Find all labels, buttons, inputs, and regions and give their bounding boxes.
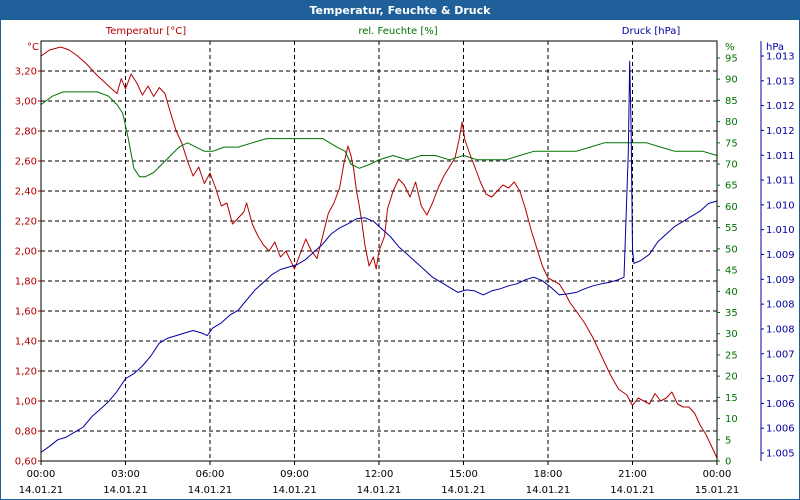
pressure-tick-label: 1.007 (766, 349, 795, 360)
pressure-tick-label: 1.006 (766, 399, 795, 410)
humidity-axis-title: rel. Feuchte [%] (358, 26, 437, 37)
pressure-tick-label: 1.006 (766, 424, 795, 435)
x-tick-date: 14.01.21 (272, 485, 317, 496)
temperature-tick-label: 3,00 (15, 97, 37, 108)
x-tick-time: 09:00 (280, 469, 309, 480)
pressure-tick-label: 1.013 (766, 52, 795, 63)
pressure-tick-label: 1.007 (766, 374, 795, 385)
pressure-unit: hPa (766, 42, 784, 53)
x-tick-time: 18:00 (534, 469, 563, 480)
pressure-tick-label: 1.005 (766, 449, 795, 460)
humidity-tick-label: 45 (725, 266, 738, 277)
temperature-unit: °C (27, 42, 39, 53)
humidity-tick-label: 80 (725, 117, 738, 128)
pressure-tick-label: 1.012 (766, 101, 795, 112)
humidity-unit: % (725, 42, 735, 53)
pressure-tick-label: 1.010 (766, 200, 795, 211)
x-tick-date: 14.01.21 (441, 485, 486, 496)
x-tick-date: 14.01.21 (103, 485, 148, 496)
pressure-tick-label: 1.008 (766, 300, 795, 311)
humidity-tick-label: 70 (725, 160, 738, 171)
humidity-tick-label: 30 (725, 329, 738, 340)
pressure-tick-label: 1.011 (766, 176, 795, 187)
humidity-tick-label: 95 (725, 53, 738, 64)
humidity-tick-label: 15 (725, 393, 738, 404)
temperature-tick-label: 1,00 (15, 397, 37, 408)
x-tick-date: 14.01.21 (610, 485, 655, 496)
humidity-tick-label: 85 (725, 96, 738, 107)
temperature-axis-title: Temperatur [°C] (105, 26, 186, 37)
pressure-tick-label: 1.010 (766, 225, 795, 236)
humidity-tick-label: 20 (725, 372, 738, 383)
temperature-tick-label: 0,80 (15, 427, 37, 438)
pressure-tick-label: 1.008 (766, 324, 795, 335)
humidity-tick-label: 65 (725, 181, 738, 192)
chart-canvas: 00:00 14.01.21 03:00 14.01.21 06:00 14.01.21 0… (15, 26, 795, 496)
temperature-series-line (40, 46, 718, 459)
humidity-tick-label: 60 (725, 202, 738, 213)
humidity-tick-label: 75 (725, 138, 738, 149)
humidity-tick-label: 35 (725, 308, 738, 319)
chart-title: Temperatur, Feuchte & Druck (1, 1, 799, 20)
temperature-tick-label: 3,20 (15, 67, 37, 78)
pressure-tick-label: 1.012 (766, 126, 795, 137)
series-layer (40, 46, 718, 459)
temperature-tick-label: 1,20 (15, 367, 37, 378)
x-tick-time: 12:00 (365, 469, 394, 480)
pressure-axis-title: Druck [hPa] (622, 26, 681, 37)
temperature-tick-label: 1,80 (15, 277, 37, 288)
humidity-tick-label: 90 (725, 75, 738, 86)
x-tick-time: 03:00 (111, 469, 140, 480)
pressure-tick-label: 1.009 (766, 250, 795, 261)
x-tick-date: 14.01.21 (19, 485, 64, 496)
humidity-tick-label: 40 (725, 287, 738, 298)
humidity-tick-label: 55 (725, 223, 738, 234)
x-tick-time: 06:00 (196, 469, 225, 480)
temperature-tick-label: 1,40 (15, 337, 37, 348)
temperature-tick-label: 2,20 (15, 217, 37, 228)
x-tick-date: 14.01.21 (188, 485, 233, 496)
x-tick-time: 21:00 (618, 469, 647, 480)
temperature-tick-label: 2,00 (15, 247, 37, 258)
x-tick-time: 00:00 (703, 469, 732, 480)
axes: 00:00 14.01.21 03:00 14.01.21 06:00 14.01.21 0… (15, 26, 795, 496)
x-tick-date: 15.01.21 (695, 485, 740, 496)
humidity-tick-label: 0 (725, 457, 731, 468)
humidity-tick-label: 25 (725, 350, 738, 361)
x-tick-time: 15:00 (449, 469, 478, 480)
pressure-tick-label: 1.009 (766, 275, 795, 286)
humidity-tick-label: 10 (725, 414, 738, 425)
x-tick-date: 14.01.21 (526, 485, 571, 496)
grid (41, 41, 717, 462)
x-tick-date: 14.01.21 (357, 485, 402, 496)
humidity-tick-label: 5 (725, 435, 731, 446)
temperature-tick-label: 2,80 (15, 127, 37, 138)
pressure-tick-label: 1.013 (766, 76, 795, 87)
temperature-tick-label: 1,60 (15, 307, 37, 318)
x-tick-time: 00:00 (27, 469, 56, 480)
pressure-series-line (40, 60, 718, 453)
pressure-tick-label: 1.011 (766, 151, 795, 162)
humidity-series-line (40, 91, 718, 178)
temperature-tick-label: 2,60 (15, 157, 37, 168)
temperature-tick-label: 0,60 (15, 457, 37, 468)
humidity-tick-label: 50 (725, 244, 738, 255)
temperature-tick-label: 2,40 (15, 187, 37, 198)
